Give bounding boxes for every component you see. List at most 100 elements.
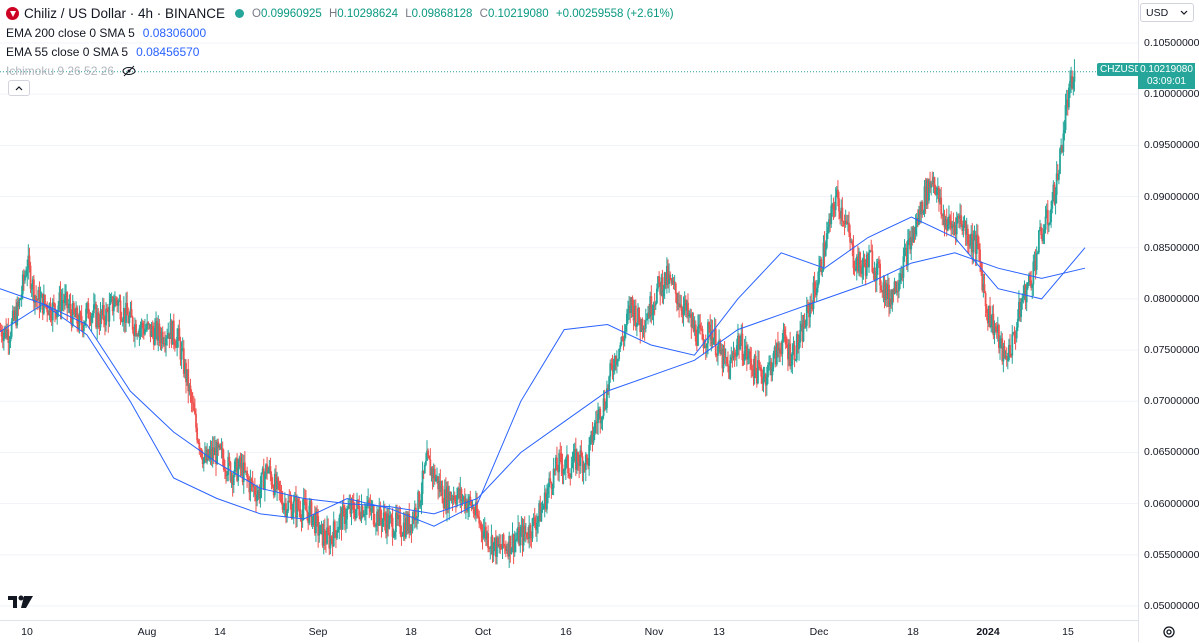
eye-crossed-icon[interactable]	[122, 65, 136, 77]
candle	[89, 312, 92, 326]
candle	[22, 269, 25, 291]
candle	[460, 487, 463, 514]
candle	[336, 521, 338, 540]
candle	[669, 271, 672, 281]
candle	[712, 337, 715, 345]
candle	[19, 297, 22, 301]
candle	[11, 305, 14, 325]
candle	[919, 201, 921, 224]
candle	[1054, 187, 1057, 215]
candle	[1067, 83, 1070, 110]
candle	[846, 214, 849, 232]
candle	[802, 314, 805, 343]
candle	[383, 503, 386, 531]
symbol-title[interactable]: Chiliz / US Dollar · 4h · BINANCE	[24, 6, 226, 21]
candle	[506, 543, 508, 554]
candle	[563, 459, 566, 476]
candle	[114, 291, 116, 308]
candle	[534, 515, 537, 537]
candle	[551, 483, 554, 495]
candle	[886, 273, 889, 307]
candle	[758, 350, 760, 371]
candle	[952, 212, 955, 236]
candle	[652, 301, 655, 326]
candle	[748, 348, 750, 364]
candle	[482, 518, 485, 540]
candle	[297, 496, 300, 512]
candle	[982, 273, 985, 298]
candle	[773, 345, 776, 359]
candle	[785, 336, 788, 348]
candle	[935, 186, 938, 203]
candle	[68, 294, 71, 314]
candle	[1029, 271, 1031, 287]
candle	[950, 211, 953, 237]
candle	[5, 318, 8, 340]
candle	[408, 503, 411, 539]
chart-settings-button[interactable]	[1161, 624, 1177, 640]
candle	[180, 341, 183, 370]
candle	[420, 482, 423, 515]
candle	[202, 456, 205, 472]
candle	[577, 451, 579, 471]
candle	[601, 415, 604, 431]
candle	[1026, 281, 1029, 290]
candle	[900, 265, 903, 285]
candle	[939, 189, 941, 205]
ema55-line	[0, 216, 1086, 527]
tradingview-logo-icon[interactable]	[8, 594, 34, 615]
candle	[260, 472, 263, 499]
currency-select[interactable]: USD	[1140, 3, 1194, 22]
candle	[345, 508, 347, 533]
candle	[649, 291, 652, 323]
candle	[724, 348, 727, 367]
indicator-ichimoku[interactable]: Ichimoku 9 26 52 26	[6, 61, 678, 80]
candle	[885, 279, 888, 308]
legend-collapse-button[interactable]	[8, 80, 30, 96]
candle	[882, 275, 885, 303]
candle	[532, 513, 535, 527]
candle	[145, 324, 147, 333]
candle	[616, 350, 618, 374]
candle	[735, 338, 738, 367]
candle	[243, 451, 246, 474]
candle	[840, 199, 843, 227]
candle	[559, 442, 562, 463]
chart-plot[interactable]	[0, 0, 1138, 620]
candle	[517, 515, 519, 544]
candle	[8, 335, 11, 355]
candle	[893, 277, 896, 295]
candle	[490, 524, 493, 555]
candle	[325, 530, 327, 553]
candle	[1060, 138, 1063, 155]
candle	[821, 268, 824, 278]
candle	[830, 194, 833, 228]
candle	[881, 289, 884, 298]
candle	[608, 375, 611, 399]
candle	[880, 280, 883, 293]
price-axis[interactable]	[1138, 0, 1199, 642]
candle	[486, 530, 488, 547]
indicator-ema200[interactable]: EMA 200 close 0 SMA 5 0.08306000	[6, 23, 678, 42]
candle	[627, 300, 629, 324]
candle	[767, 362, 769, 385]
candle	[1015, 322, 1018, 343]
candle	[298, 497, 301, 518]
candle	[34, 294, 36, 315]
candle	[809, 295, 812, 328]
candle	[763, 366, 766, 383]
candle	[579, 445, 582, 474]
candle	[732, 341, 735, 361]
indicator-ema55[interactable]: EMA 55 close 0 SMA 5 0.08456570	[6, 42, 678, 61]
candle	[141, 319, 144, 339]
candle	[869, 249, 872, 253]
candle	[548, 472, 551, 498]
candle	[516, 528, 518, 542]
candle	[1040, 223, 1043, 239]
candle	[18, 297, 21, 310]
candle	[503, 543, 506, 554]
time-axis[interactable]: 10 Aug 14 Sep 18 Oct 16 Nov 13 Dec 18 20…	[0, 620, 1138, 643]
time-label: 16	[560, 626, 572, 638]
candle	[513, 530, 516, 557]
candle	[222, 449, 225, 472]
